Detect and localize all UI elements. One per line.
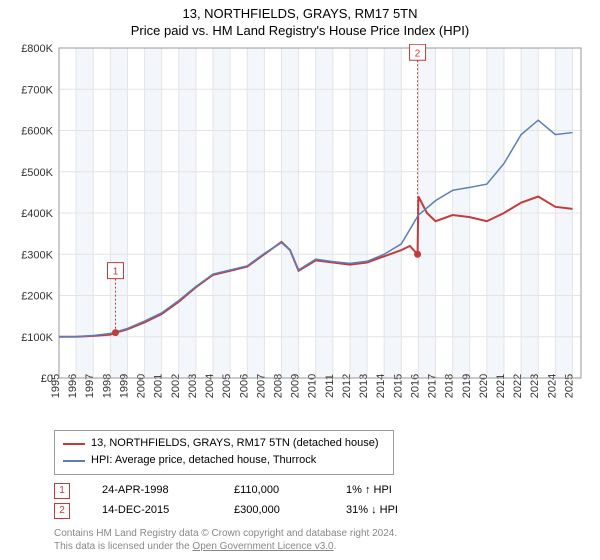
svg-text:£100K: £100K: [21, 332, 53, 344]
svg-text:2023: 2023: [529, 374, 541, 398]
sale-date: 24-APR-1998: [102, 481, 202, 501]
legend-item: HPI: Average price, detached house, Thur…: [63, 452, 385, 470]
svg-text:1995: 1995: [50, 374, 62, 398]
svg-text:2021: 2021: [495, 374, 507, 398]
svg-text:1998: 1998: [101, 374, 113, 398]
legend-item: 13, NORTHFIELDS, GRAYS, RM17 5TN (detach…: [63, 435, 385, 453]
svg-text:2008: 2008: [272, 374, 284, 398]
title-line-2: Price paid vs. HM Land Registry's House …: [10, 23, 590, 40]
svg-text:2017: 2017: [427, 374, 439, 398]
footer-line-2: This data is licensed under the Open Gov…: [54, 540, 590, 553]
sale-row: 1 24-APR-1998 £110,000 1% ↑ HPI: [54, 481, 590, 501]
svg-text:2025: 2025: [563, 374, 575, 398]
svg-text:2007: 2007: [255, 374, 267, 398]
svg-text:2013: 2013: [358, 374, 370, 398]
svg-text:2020: 2020: [478, 374, 490, 398]
svg-text:2005: 2005: [221, 374, 233, 398]
chart-title: 13, NORTHFIELDS, GRAYS, RM17 5TN Price p…: [10, 6, 590, 40]
sale-marker-icon: 1: [54, 483, 70, 499]
sales-table: 1 24-APR-1998 £110,000 1% ↑ HPI 2 14-DEC…: [54, 481, 590, 521]
svg-text:2015: 2015: [392, 374, 404, 398]
svg-text:1999: 1999: [118, 374, 130, 398]
legend-label: 13, NORTHFIELDS, GRAYS, RM17 5TN (detach…: [91, 435, 379, 453]
sale-price: £300,000: [234, 501, 314, 521]
svg-text:£300K: £300K: [21, 249, 53, 261]
svg-text:2014: 2014: [375, 374, 387, 398]
footer-line-1: Contains HM Land Registry data © Crown c…: [54, 527, 590, 540]
svg-text:£500K: £500K: [21, 167, 53, 179]
svg-text:1: 1: [113, 266, 119, 277]
svg-text:£800K: £800K: [21, 44, 53, 55]
svg-text:2022: 2022: [512, 374, 524, 398]
svg-text:2016: 2016: [409, 374, 421, 398]
chart: £0£100K£200K£300K£400K£500K£600K£700K£80…: [11, 44, 589, 424]
legend-swatch: [63, 443, 85, 445]
legend-label: HPI: Average price, detached house, Thur…: [91, 452, 316, 470]
svg-text:2001: 2001: [153, 374, 165, 398]
footer: Contains HM Land Registry data © Crown c…: [54, 527, 590, 553]
svg-text:2024: 2024: [546, 374, 558, 398]
svg-text:2002: 2002: [170, 374, 182, 398]
svg-text:2012: 2012: [341, 374, 353, 398]
svg-text:2010: 2010: [307, 374, 319, 398]
sale-row: 2 14-DEC-2015 £300,000 31% ↓ HPI: [54, 501, 590, 521]
svg-text:2018: 2018: [444, 374, 456, 398]
legend-swatch: [63, 460, 85, 462]
sale-pct: 31% ↓ HPI: [346, 501, 398, 521]
svg-text:1996: 1996: [67, 374, 79, 398]
licence-link[interactable]: Open Government Licence v3.0: [192, 541, 333, 552]
svg-text:2003: 2003: [187, 374, 199, 398]
svg-text:2000: 2000: [136, 374, 148, 398]
svg-text:£400K: £400K: [21, 208, 53, 220]
sale-date: 14-DEC-2015: [102, 501, 202, 521]
sale-marker-icon: 2: [54, 503, 70, 519]
svg-text:2: 2: [415, 48, 421, 59]
svg-text:2006: 2006: [238, 374, 250, 398]
svg-text:1997: 1997: [84, 374, 96, 398]
svg-text:£200K: £200K: [21, 290, 53, 302]
sale-price: £110,000: [234, 481, 314, 501]
svg-text:2009: 2009: [290, 374, 302, 398]
chart-svg: £0£100K£200K£300K£400K£500K£600K£700K£80…: [11, 44, 589, 424]
svg-text:2004: 2004: [204, 374, 216, 398]
svg-text:£700K: £700K: [21, 84, 53, 96]
title-line-1: 13, NORTHFIELDS, GRAYS, RM17 5TN: [10, 6, 590, 23]
sale-pct: 1% ↑ HPI: [346, 481, 392, 501]
svg-text:2019: 2019: [461, 374, 473, 398]
legend: 13, NORTHFIELDS, GRAYS, RM17 5TN (detach…: [54, 430, 394, 475]
svg-text:£600K: £600K: [21, 125, 53, 137]
